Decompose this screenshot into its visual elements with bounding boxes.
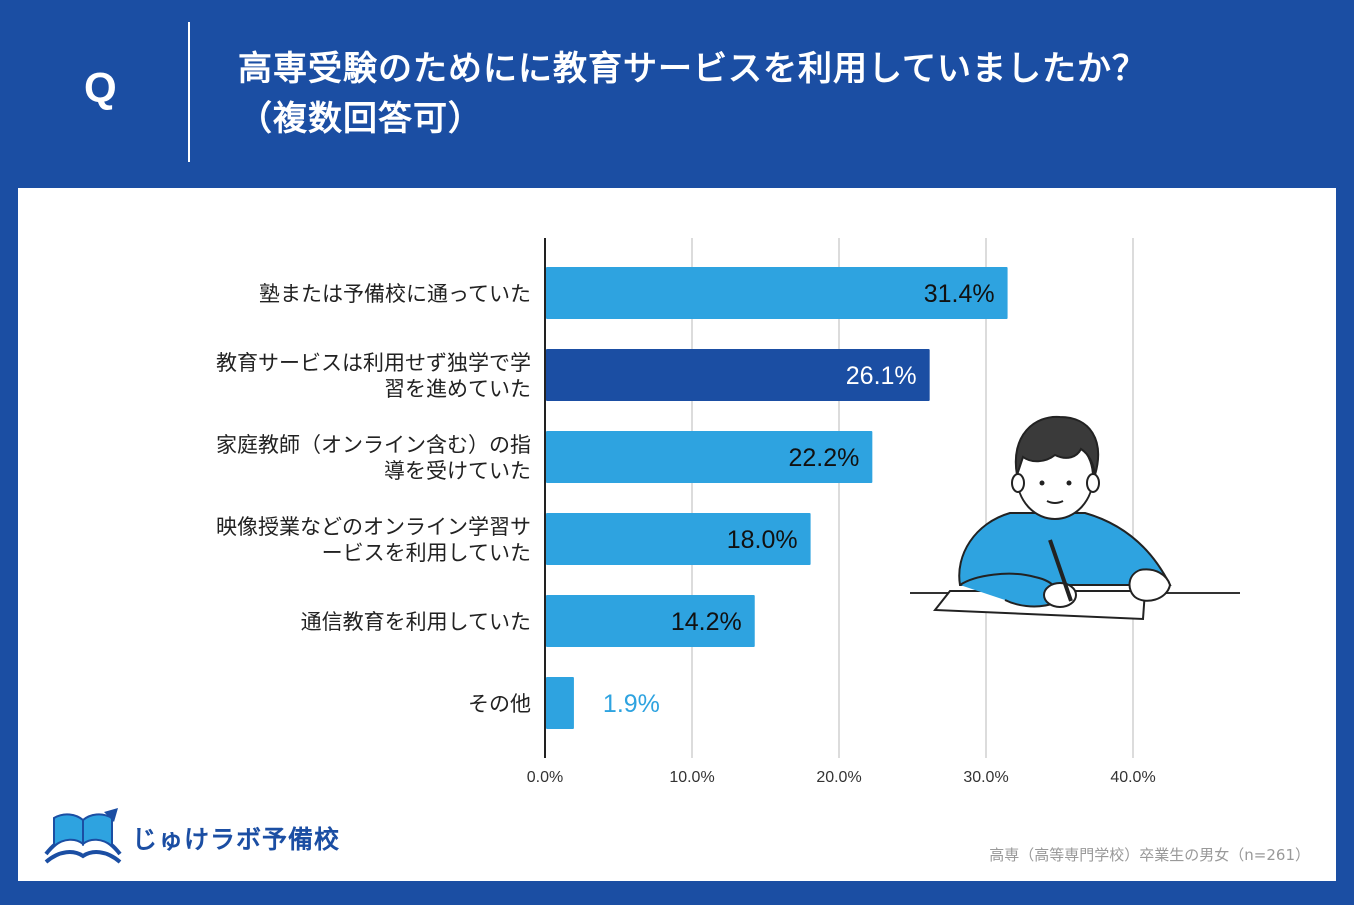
category-label: 教育サービスは利用せず独学で学 [216, 351, 531, 375]
bar [546, 595, 755, 647]
bar-value-label: 26.1% [846, 362, 917, 390]
bar-value-label: 1.9% [603, 690, 660, 718]
bar [546, 349, 930, 401]
question-title-line2: （複数回答可） [238, 99, 483, 139]
category-label: 通信教育を利用していた [301, 610, 531, 634]
bar-value-label: 31.4% [924, 280, 995, 308]
bar [546, 431, 873, 483]
bar [546, 677, 574, 729]
x-tick-label: 0.0% [527, 769, 563, 786]
sample-footnote: 高専（高等専門学校）卒業生の男女（n=261） [989, 846, 1310, 864]
bar-value-label: 22.2% [788, 444, 859, 472]
student-studying-illustration [905, 405, 1245, 629]
header-divider [188, 22, 190, 162]
bar [546, 267, 1008, 319]
category-label: 家庭教師（オンライン含む）の指 [216, 433, 531, 457]
question-mark-label: Q [84, 64, 117, 111]
header-banner: Q 高専受験のためにに教育サービスを利用していましたか？ （複数回答可） [0, 0, 1354, 188]
category-label: 導を受けていた [384, 459, 531, 483]
category-label: 映像授業などのオンライン学習サ [216, 515, 531, 539]
x-tick-label: 20.0% [816, 769, 861, 786]
open-book-icon [40, 806, 126, 870]
question-title: 高専受験のためにに教育サービスを利用していましたか？ （複数回答可） [238, 44, 1318, 144]
category-label: ービスを利用していた [322, 541, 531, 565]
bar-value-label: 14.2% [671, 608, 742, 636]
category-label: 塾または予備校に通っていた [259, 282, 531, 306]
question-title-line1: 高専受験のためにに教育サービスを利用していましたか？ [238, 49, 1147, 89]
x-tick-label: 30.0% [963, 769, 1008, 786]
x-tick-label: 10.0% [669, 769, 714, 786]
category-label: 習を進めていた [384, 377, 531, 401]
x-tick-label: 40.0% [1110, 769, 1155, 786]
brand-logo: じゅけラボ予備校 [40, 806, 340, 870]
bar-value-label: 18.0% [727, 526, 798, 554]
bar-chart: 0.0% 10.0% 20.0% 30.0% 40.0% 31.4% 塾または予備校に通って… [216, 238, 1156, 786]
category-label: その他 [468, 692, 531, 716]
bar [546, 513, 811, 565]
brand-name: じゅけラボ予備校 [132, 826, 341, 854]
